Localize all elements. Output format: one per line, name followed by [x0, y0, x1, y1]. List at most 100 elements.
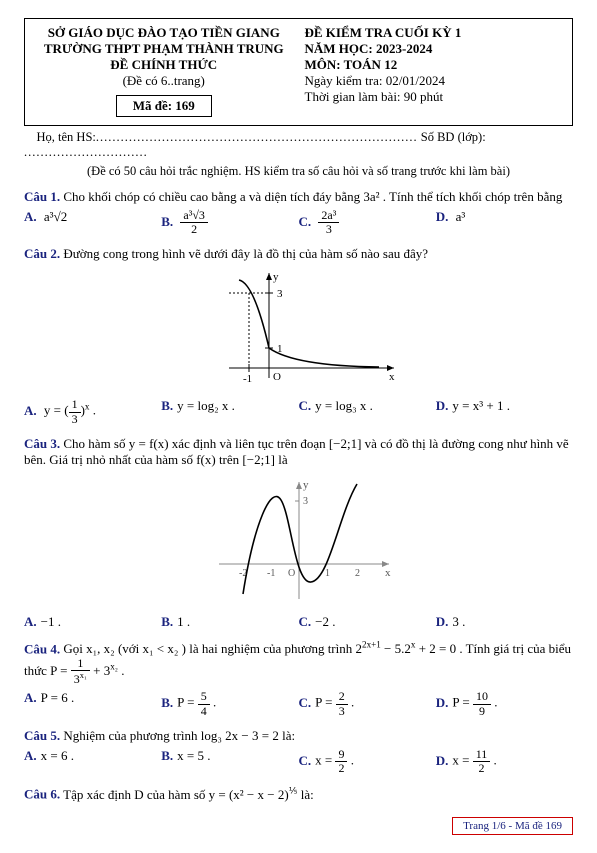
svg-text:1: 1: [325, 568, 330, 579]
q4-opt-b: B.P = 54 .: [161, 690, 298, 717]
dots: ........................................…: [96, 130, 418, 144]
exam-note: (Đề có 50 câu hỏi trắc nghiệm. HS kiểm t…: [24, 164, 573, 179]
q3-options: A.−1 . B.1 . C.−2 . D.3 .: [24, 614, 573, 630]
q2-graph: y x 3 1 -1 O: [24, 268, 573, 392]
q4-opt-c: C.P = 23 .: [299, 690, 436, 717]
q5-opt-c: C.x = 92 .: [299, 748, 436, 775]
exam-title: ĐỀ KIỂM TRA CUỐI KỲ 1: [305, 25, 563, 41]
q5-text: Nghiệm của phương trình log₃ 2x − 3 = 2 …: [60, 728, 295, 743]
header-pages: (Đề có 6..trang): [35, 73, 293, 89]
q5-cp: x =: [315, 753, 335, 768]
student-line: Họ, tên HS:.............................…: [24, 130, 573, 160]
q1-b-den: 2: [180, 223, 208, 236]
q2-xlabel: x: [389, 371, 395, 383]
q3-b: 1 .: [177, 614, 190, 629]
q3-d: 3 .: [452, 614, 465, 629]
q2-d: y = x³ + 1 .: [452, 398, 510, 413]
q4-dd: 9: [473, 705, 491, 718]
q4-pnum: 1: [71, 657, 90, 671]
q5-opt-b: B.x = 5 .: [161, 748, 298, 775]
q2-label: Câu 2.: [24, 246, 60, 261]
q4-bn: 5: [198, 690, 210, 704]
q4-pexp: x₂: [110, 661, 118, 671]
q2-c: y = log₃ x .: [315, 398, 373, 413]
question-6: Câu 6. Tập xác định D của hàm số y = (x²…: [24, 785, 573, 802]
q6-label: Câu 6.: [24, 787, 60, 802]
q1-b-num: a³√3: [180, 209, 208, 223]
q2-tick3: 3: [277, 288, 283, 300]
header-school: TRƯỜNG THPT PHẠM THÀNH TRUNG: [35, 41, 293, 57]
header-box: SỞ GIÁO DỤC ĐÀO TẠO TIỀN GIANG TRƯỜNG TH…: [24, 18, 573, 126]
q4-opt-d: D.P = 109 .: [436, 690, 573, 717]
student-id-label: Số BD (lớp):: [421, 130, 486, 144]
q5-opt-a: A.x = 6 .: [24, 748, 161, 775]
q3-label: Câu 3.: [24, 436, 60, 451]
q5-b: x = 5 .: [177, 748, 210, 763]
subject: MÔN: TOÁN 12: [305, 57, 563, 73]
header-dept: SỞ GIÁO DỤC ĐÀO TẠO TIỀN GIANG: [35, 25, 293, 41]
q4-plus: + 3: [90, 663, 110, 678]
q4-pdexp: x₁: [80, 671, 87, 680]
question-2: Câu 2. Đường cong trong hình vẽ dưới đây…: [24, 246, 573, 262]
svg-text:3: 3: [303, 496, 308, 507]
q4-cp: P =: [315, 695, 336, 710]
q4-e1: 2x+1: [362, 640, 381, 650]
header-left: SỞ GIÁO DỤC ĐÀO TẠO TIỀN GIANG TRƯỜNG TH…: [35, 25, 293, 117]
q4-cn: 2: [336, 690, 348, 704]
q1-opt-b: B. a³√32: [161, 209, 298, 236]
q5-dd: 2: [473, 762, 491, 775]
q4-options: A.P = 6 . B.P = 54 . C.P = 23 . D.P = 10…: [24, 690, 573, 717]
q2-a-post: .: [89, 403, 96, 418]
svg-text:-1: -1: [267, 568, 275, 579]
q1-a-pre: a³: [44, 209, 54, 224]
q5-cpo: .: [347, 753, 354, 768]
q5-cd: 2: [335, 762, 347, 775]
q2-a-pre: y =: [44, 403, 64, 418]
q4-label: Câu 4.: [24, 641, 60, 656]
q4-opt-a: A.P = 6 .: [24, 690, 161, 717]
q1-label: Câu 1.: [24, 189, 60, 204]
q1-d: a³: [456, 209, 466, 224]
exam-date: Ngày kiểm tra: 02/01/2024: [305, 73, 563, 89]
q3-opt-c: C.−2 .: [299, 614, 436, 630]
q4-dn: 10: [473, 690, 491, 704]
q3-opt-a: A.−1 .: [24, 614, 161, 630]
q4-a: P = 6 .: [41, 690, 75, 705]
q4-t1: Gọi x₁, x₂ (với x₁ < x₂ ) là hai nghiệm …: [60, 641, 362, 656]
q2-o: O: [273, 371, 281, 383]
footer-text: Trang 1/6 - Mã đề 169: [452, 817, 573, 835]
q4-t2: − 5.2: [381, 641, 411, 656]
q6-t2: là:: [298, 787, 314, 802]
q2-options: A. y = (13)x . B.y = log₂ x . C.y = log₃…: [24, 398, 573, 425]
q2-opt-a: A. y = (13)x .: [24, 398, 161, 425]
q4-dpo: .: [491, 695, 498, 710]
q1-c-den: 3: [318, 223, 339, 236]
q2-opt-d: D.y = x³ + 1 .: [436, 398, 573, 425]
q5-dn: 11: [473, 748, 491, 762]
q1-opt-c: C. 2a³3: [299, 209, 436, 236]
q5-opt-d: D.x = 112 .: [436, 748, 573, 775]
q1-options: A. a³√2 B. a³√32 C. 2a³3 D. a³: [24, 209, 573, 236]
q4-cd: 3: [336, 705, 348, 718]
q3-opt-d: D.3 .: [436, 614, 573, 630]
student-name-label: Họ, tên HS:: [37, 130, 96, 144]
q1-opt-a: A. a³√2: [24, 209, 161, 236]
q3-graph: y x 3 -2 -1 O 1 2: [24, 474, 573, 608]
q1-opt-d: D. a³: [436, 209, 573, 236]
q5-dpo: .: [490, 753, 497, 768]
q4-bp: P =: [177, 695, 198, 710]
q2-ylabel: y: [273, 271, 279, 283]
q1-text: Cho khối chóp có chiều cao bằng a và diệ…: [60, 189, 562, 204]
q3-opt-b: B.1 .: [161, 614, 298, 630]
q3-c: −2 .: [315, 614, 335, 629]
q6-exp: ⅕: [289, 785, 298, 795]
header-official: ĐỀ CHÍNH THỨC: [35, 57, 293, 73]
q2-opt-b: B.y = log₂ x .: [161, 398, 298, 425]
q4-bd: 4: [198, 705, 210, 718]
q2-a-den: 3: [69, 413, 81, 426]
footer: Trang 1/6 - Mã đề 169: [24, 817, 573, 835]
q3-xlabel: x: [385, 567, 391, 579]
q4-bpo: .: [210, 695, 217, 710]
question-5: Câu 5. Nghiệm của phương trình log₃ 2x −…: [24, 728, 573, 744]
school-year: NĂM HỌC: 2023-2024: [305, 41, 563, 57]
